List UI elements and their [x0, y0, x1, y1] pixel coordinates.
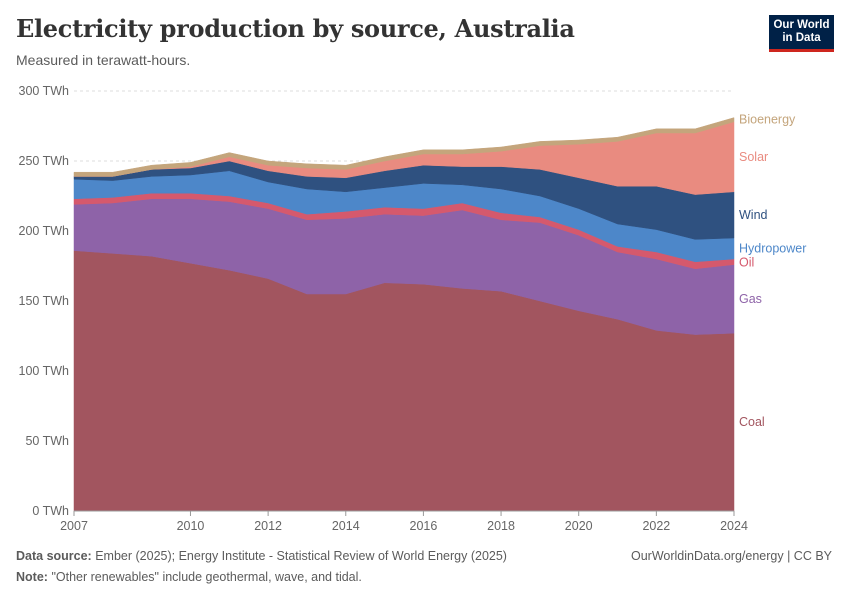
credit-link[interactable]: OurWorldinData.org/energy | CC BY	[630, 549, 832, 563]
y-tick-label: 250 TWh	[19, 154, 70, 168]
area-series	[73, 117, 735, 512]
x-tick-label: 2024	[720, 519, 748, 533]
y-axis: 0 TWh 50 TWh 100 TWh 150 TWh 200 TWh 250 TWh 3…	[19, 84, 70, 518]
x-tick-label: 2014	[332, 519, 360, 533]
note-label: Note:	[16, 570, 48, 584]
data-source-line: Data source: Ember (2025); Energy Instit…	[16, 549, 507, 563]
series-label-wind: Wind	[739, 208, 768, 222]
series-label-gas: Gas	[739, 292, 762, 306]
area-bioenergy	[73, 117, 735, 177]
data-source-label: Data source:	[16, 549, 92, 563]
x-tick-label: 2016	[410, 519, 438, 533]
x-tick-label: 2018	[487, 519, 515, 533]
series-label-oil: Oil	[739, 256, 754, 270]
series-label-hydropower: Hydropower	[739, 242, 806, 256]
x-tick-label: 2012	[254, 519, 282, 533]
y-tick-label: 50 TWh	[25, 434, 69, 448]
x-tick-label: 2020	[565, 519, 593, 533]
x-axis: 2007 2010 2012 2014 2016 2018 2020 2022 2024	[60, 510, 748, 533]
x-tick-label: 2007	[60, 519, 88, 533]
y-tick-label: 100 TWh	[19, 364, 70, 378]
x-tick-label: 2022	[642, 519, 670, 533]
owid-logo[interactable]: Our World in Data	[769, 15, 834, 52]
logo-line-1: Our World	[773, 19, 830, 31]
note-line: Note: "Other renewables" include geother…	[16, 570, 362, 584]
series-label-bioenergy: Bioenergy	[739, 113, 796, 127]
series-label-coal: Coal	[739, 415, 765, 429]
y-tick-label: 300 TWh	[19, 84, 70, 98]
logo-line-2: in Data	[782, 32, 821, 44]
chart-title: Electricity production by source, Austra…	[16, 14, 575, 43]
y-tick-label: 0 TWh	[32, 504, 69, 518]
data-source-text[interactable]: Ember (2025); Energy Institute - Statist…	[95, 549, 507, 563]
x-tick-label: 2010	[177, 519, 205, 533]
chart-subtitle: Measured in terawatt-hours.	[16, 52, 191, 68]
series-label-solar: Solar	[739, 150, 768, 164]
note-text: "Other renewables" include geothermal, w…	[51, 570, 362, 584]
y-tick-label: 200 TWh	[19, 224, 70, 238]
y-tick-label: 150 TWh	[19, 294, 70, 308]
